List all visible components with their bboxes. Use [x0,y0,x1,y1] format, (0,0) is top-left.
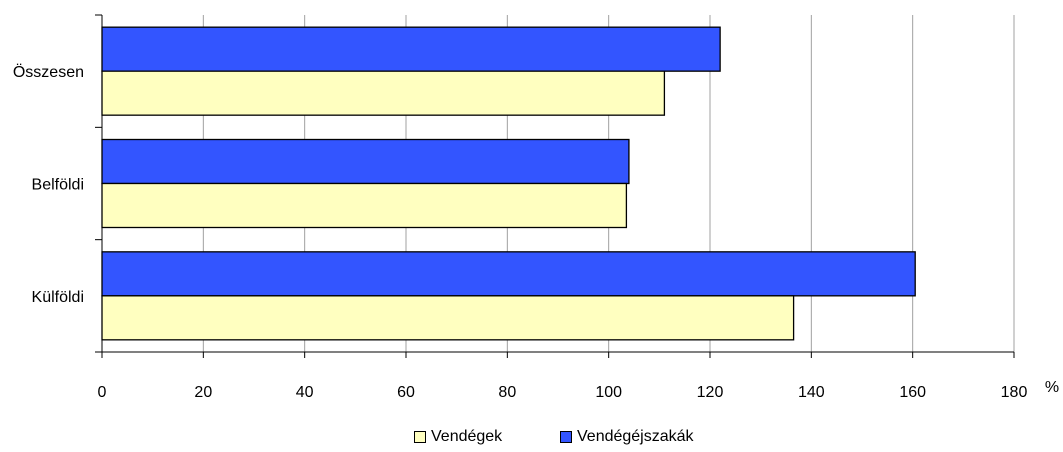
x-tick-label: 80 [498,384,516,401]
legend-item-vendegejszakak: Vendégéjszakák [560,428,694,446]
x-tick-label: 20 [194,384,212,401]
x-tick-label: 180 [1001,384,1028,401]
legend-item-vendegek: Vendégek [414,428,502,446]
bar [101,251,916,297]
x-tick-label: 40 [296,384,314,401]
legend: Vendégek Vendégéjszakák [0,428,1063,450]
legend-label-vendegek: Vendégek [431,428,503,445]
bar [101,138,630,185]
x-axis-ticks [101,352,1015,358]
bar [101,70,666,116]
bar [101,26,721,72]
category-labels: Összesen Belföldi Külföldi [13,63,84,306]
x-unit-label: % [1045,379,1059,396]
legend-swatch-vendegek [414,431,426,443]
x-tick-label: 0 [98,384,107,401]
category-label: Belföldi [32,177,84,194]
legend-label-vendegejszakak: Vendégéjszakák [577,428,694,445]
x-tick-label: 100 [595,384,622,401]
x-tick-label: 140 [798,384,825,401]
category-label: Külföldi [32,289,84,306]
x-tick-label: 120 [697,384,724,401]
legend-swatch-vendegejszakak [560,431,572,443]
x-tick-label: 160 [899,384,926,401]
bar [101,182,628,229]
bars [101,26,916,341]
bar [101,295,795,341]
category-label: Összesen [13,63,84,81]
y-axis-ticks [95,14,102,353]
x-tick-label: 60 [397,384,415,401]
x-tick-labels: 0 20 40 60 80 100 120 140 160 180 [98,384,1028,401]
bar-chart: Összesen Belföldi Külföldi 0 20 40 60 80 100 120… [13,14,1059,401]
